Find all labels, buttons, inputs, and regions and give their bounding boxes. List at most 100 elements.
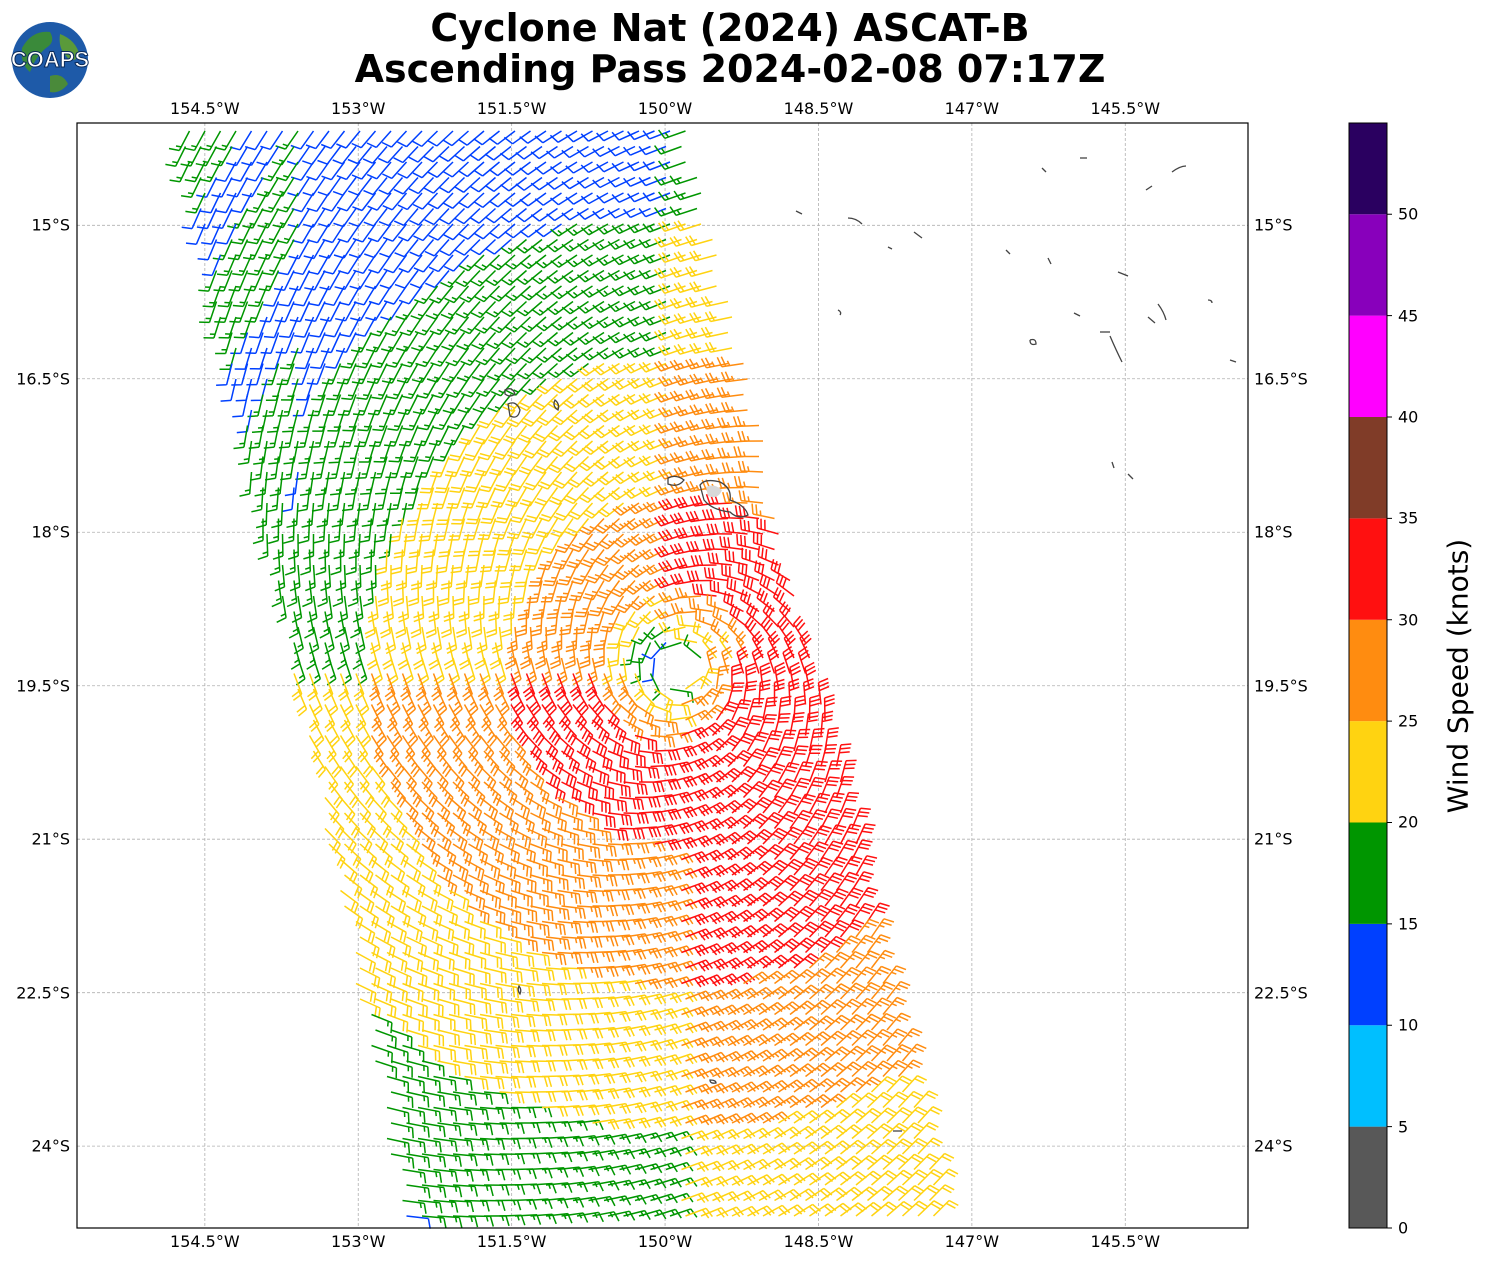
- wind-barb: [404, 471, 423, 494]
- wind-barb: [824, 919, 850, 938]
- land-outline-icon: [1171, 165, 1187, 173]
- wind-barb: [516, 300, 543, 317]
- wind-barb: [603, 889, 630, 901]
- wind-barb: [723, 591, 744, 613]
- wind-barb: [596, 130, 624, 142]
- wind-barb: [399, 316, 423, 337]
- wind-barb: [566, 409, 593, 425]
- wind-barb: [390, 905, 411, 928]
- wind-barb: [495, 1044, 521, 1059]
- wind-barb: [820, 808, 842, 829]
- wind-barb: [805, 1031, 832, 1047]
- wind-barb: [374, 688, 385, 717]
- wind-barb: [808, 694, 821, 721]
- wind-barb: [545, 967, 571, 980]
- wind-barb: [669, 688, 694, 703]
- wind-barb: [471, 611, 483, 638]
- wind-barb: [576, 905, 603, 918]
- wind-barb: [423, 580, 435, 607]
- wind-barb: [545, 781, 566, 804]
- wind-barb: [452, 1184, 479, 1197]
- wind-barb: [866, 1028, 893, 1047]
- wind-barb: [839, 759, 857, 783]
- wind-barb: [581, 471, 609, 487]
- wind-barb: [489, 316, 516, 334]
- wind-barb: [777, 761, 800, 783]
- wind-barb: [452, 781, 470, 807]
- wind-barb: [302, 146, 326, 166]
- wind-barb: [820, 840, 844, 860]
- wind-barb: [328, 719, 341, 748]
- wind-barb: [588, 827, 613, 843]
- wind-barb: [576, 966, 603, 978]
- wind-barb: [727, 716, 751, 736]
- wind-barb: [414, 316, 439, 336]
- wind-barb: [335, 332, 357, 354]
- wind-barb: [469, 145, 496, 162]
- wind-barb: [499, 812, 519, 835]
- land-outline-icon: [709, 1079, 717, 1084]
- wind-barb: [596, 580, 621, 600]
- wind-barb: [588, 858, 614, 873]
- wind-barb: [611, 378, 640, 391]
- wind-barb: [516, 362, 543, 380]
- wind-barb: [759, 662, 772, 690]
- wind-barb: [712, 1128, 740, 1140]
- wind-barb: [809, 1015, 836, 1031]
- wind-barb: [485, 300, 512, 318]
- wind-barb: [721, 564, 744, 582]
- wind-barb: [479, 735, 495, 762]
- wind-barb: [515, 207, 543, 223]
- wind-barb: [654, 838, 682, 851]
- wind-barb: [401, 766, 418, 793]
- wind-barb: [657, 406, 686, 418]
- wind-barb: [804, 841, 829, 860]
- wind-barb: [500, 238, 527, 255]
- wind-barb: [390, 1029, 413, 1048]
- wind-barb: [855, 855, 878, 876]
- wind-barb: [793, 694, 806, 721]
- wind-barb: [483, 812, 503, 836]
- wind-barb: [745, 662, 757, 690]
- wind-barb: [901, 1106, 928, 1124]
- wind-barb: [400, 626, 412, 655]
- wind-barb: [249, 347, 268, 370]
- wind-barb: [654, 900, 682, 912]
- wind-barb: [665, 883, 694, 895]
- wind-barb: [706, 646, 718, 674]
- wind-barb: [389, 688, 401, 717]
- wind-barb: [886, 1012, 911, 1031]
- wind-barb: [607, 874, 634, 886]
- wind-barb: [774, 662, 786, 690]
- wind-barb: [696, 688, 722, 706]
- wind-barb: [428, 254, 454, 273]
- colorbar-tick-label: 15: [1398, 914, 1419, 934]
- wind-barb: [721, 432, 748, 444]
- wind-barb: [505, 347, 532, 365]
- wind-barb: [669, 206, 698, 217]
- wind-barb: [423, 145, 450, 163]
- wind-barb: [913, 1121, 939, 1140]
- wind-barb: [700, 801, 729, 815]
- wind-barb: [458, 161, 485, 178]
- wind-barb: [820, 776, 840, 798]
- wind-barb: [737, 430, 764, 442]
- wind-barb: [756, 517, 779, 535]
- wind-barb: [347, 146, 373, 165]
- wind-barb: [234, 347, 253, 370]
- wind-barb: [720, 401, 748, 413]
- wind-barb: [298, 518, 311, 544]
- wind-barb: [386, 487, 404, 511]
- wind-barb: [758, 811, 784, 830]
- wind-barb: [762, 1079, 791, 1093]
- wind-barb: [716, 417, 744, 429]
- wind-barb: [703, 567, 729, 582]
- wind-barb: [638, 1024, 667, 1036]
- wind-barb: [232, 285, 253, 308]
- wind-barb: [198, 270, 218, 292]
- wind-barb: [824, 792, 845, 814]
- wind-barb: [534, 487, 559, 507]
- wind-barb: [772, 587, 791, 613]
- wind-barb: [545, 843, 568, 862]
- wind-barb: [620, 642, 636, 666]
